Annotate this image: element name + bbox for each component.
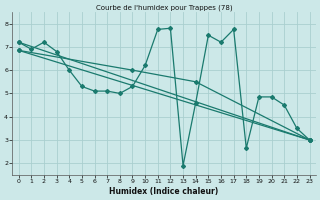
Title: Courbe de l'humidex pour Trappes (78): Courbe de l'humidex pour Trappes (78) [96, 4, 232, 11]
X-axis label: Humidex (Indice chaleur): Humidex (Indice chaleur) [109, 187, 219, 196]
